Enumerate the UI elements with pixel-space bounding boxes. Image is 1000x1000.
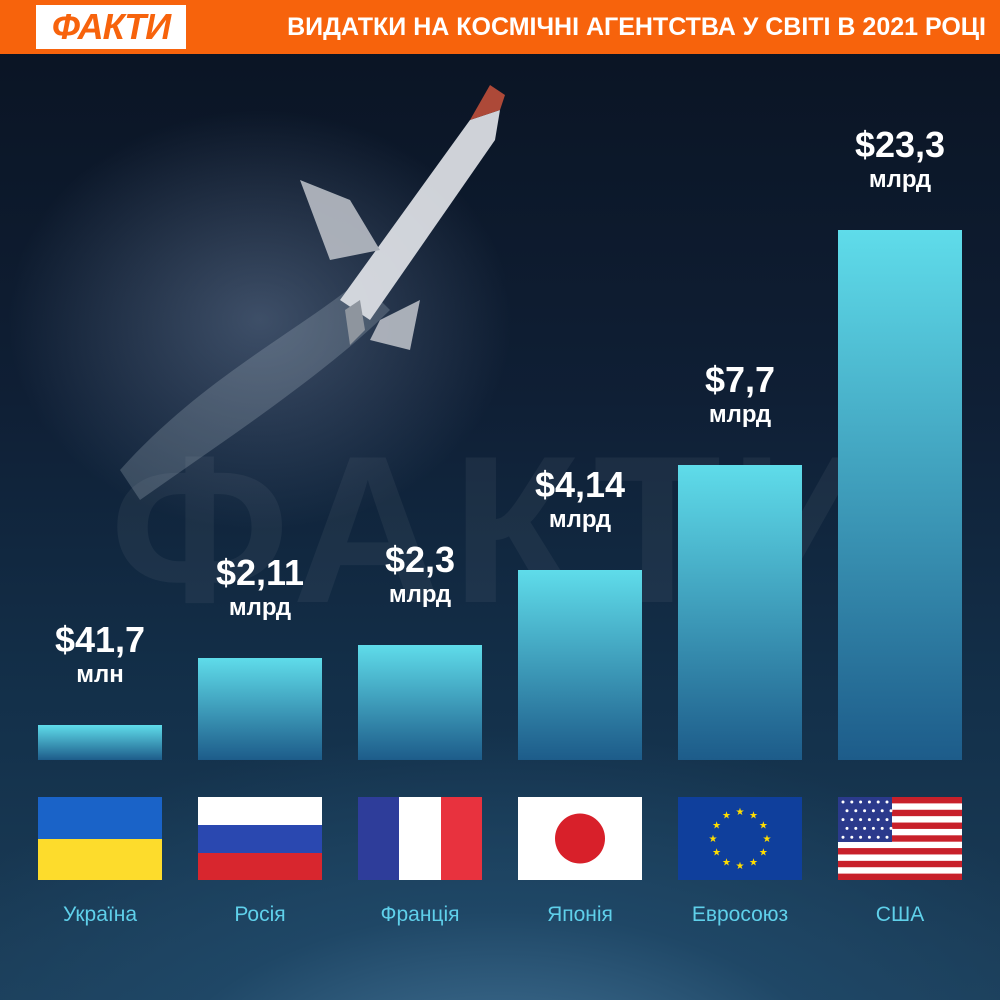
- value-unit: млрд: [548, 506, 612, 533]
- eu-star: ★: [749, 857, 758, 868]
- ukraine-flag-icon: [38, 797, 162, 880]
- usa-flag-icon: [838, 797, 962, 880]
- us-star: [876, 800, 880, 804]
- eu-star: ★: [759, 848, 768, 859]
- us-star: [850, 835, 854, 839]
- us-star: [885, 800, 889, 804]
- logo-text: ФАКТИ: [51, 6, 171, 47]
- us-star: [863, 809, 867, 813]
- eu-star: ★: [722, 857, 731, 868]
- us-star: [880, 826, 884, 830]
- eu-star: ★: [736, 861, 745, 872]
- eu-star: ★: [712, 848, 721, 859]
- us-star: [859, 835, 863, 839]
- value-amount: $4,14: [534, 464, 626, 505]
- us-stripe: [838, 797, 962, 804]
- bar-6: [838, 230, 962, 760]
- category-label: Росія: [234, 903, 286, 926]
- us-star: [859, 818, 863, 822]
- value-label: $23,3 млрд: [800, 125, 1000, 195]
- value-label: $41,7 млн: [0, 620, 200, 690]
- value-amount: $41,7: [54, 619, 146, 660]
- us-star: [841, 800, 845, 804]
- japan-flag-icon: [518, 797, 642, 880]
- france-flag-icon: [358, 797, 482, 880]
- value-unit: млрд: [708, 401, 772, 428]
- value-unit: млрд: [228, 594, 292, 621]
- bar-5: [678, 465, 802, 760]
- chart-title: ВИДАТКИ НА КОСМІЧНІ АГЕНТСТВА У СВІТІ В …: [287, 13, 986, 41]
- us-star: [889, 809, 893, 813]
- us-star: [871, 809, 875, 813]
- category-label: Франція: [380, 903, 460, 926]
- eu-star: ★: [709, 834, 718, 845]
- bar-1: [38, 725, 162, 760]
- eu-star: ★: [712, 821, 721, 832]
- eu-star: ★: [749, 811, 758, 822]
- us-star: [867, 800, 871, 804]
- us-star: [889, 826, 893, 830]
- category-label: Україна: [62, 903, 138, 926]
- eu-star: ★: [736, 807, 745, 818]
- value-amount: $7,7: [704, 359, 776, 400]
- value-label: $2,3 млрд: [320, 540, 520, 610]
- value-label: $7,7 млрд: [640, 360, 840, 430]
- us-star: [841, 818, 845, 822]
- us-stripe: [838, 809, 962, 817]
- us-star: [876, 818, 880, 822]
- value-unit: млн: [76, 661, 124, 688]
- eu-star: ★: [759, 821, 768, 832]
- value-amount: $2,11: [215, 552, 305, 593]
- us-star: [859, 800, 863, 804]
- value-unit: млрд: [388, 581, 452, 608]
- category-label: Японія: [547, 903, 613, 926]
- us-stripe: [838, 873, 962, 880]
- category-label: США: [875, 903, 925, 926]
- us-star: [880, 809, 884, 813]
- eu-flag-icon: ★ ★★★★★★★★★★★: [678, 797, 802, 880]
- us-star: [885, 818, 889, 822]
- category-label: Евросоюз: [691, 903, 789, 926]
- bar-4: [518, 570, 642, 760]
- us-stripe: [838, 848, 962, 855]
- us-star: [850, 818, 854, 822]
- rocket-icon: [120, 85, 505, 500]
- us-star: [845, 809, 849, 813]
- header-bar: ФАКТИ ВИДАТКИ НА КОСМІЧНІ АГЕНТСТВА У СВ…: [0, 0, 1000, 54]
- eu-star: ★: [763, 834, 772, 845]
- us-star: [885, 835, 889, 839]
- bar-3: [358, 645, 482, 760]
- us-star: [854, 826, 858, 830]
- value-unit: млрд: [868, 166, 932, 193]
- logo: ФАКТИ: [36, 5, 186, 49]
- russia-flag-icon: [198, 797, 322, 880]
- value-label: $2,11 млрд: [160, 553, 360, 623]
- value-label: $4,14 млрд: [480, 465, 680, 535]
- bar-2: [198, 658, 322, 760]
- us-stripe: [838, 822, 962, 829]
- us-star: [850, 800, 854, 804]
- value-amount: $23,3: [854, 124, 946, 165]
- eu-star: ★: [722, 811, 731, 822]
- us-stripe: [838, 835, 962, 842]
- us-stripe: [838, 860, 962, 868]
- us-star: [863, 826, 867, 830]
- us-star: [867, 835, 871, 839]
- us-star: [876, 835, 880, 839]
- us-star: [841, 835, 845, 839]
- us-star: [867, 818, 871, 822]
- us-star: [854, 809, 858, 813]
- value-amount: $2,3: [384, 539, 456, 580]
- us-star: [871, 826, 875, 830]
- us-star: [845, 826, 849, 830]
